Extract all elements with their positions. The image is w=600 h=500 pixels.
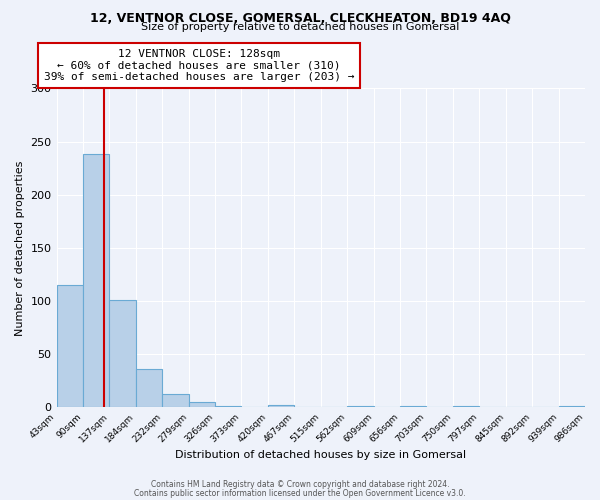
Bar: [163, 394, 189, 407]
Text: 12 VENTNOR CLOSE: 128sqm
← 60% of detached houses are smaller (310)
39% of semi-: 12 VENTNOR CLOSE: 128sqm ← 60% of detach…: [44, 49, 355, 82]
Y-axis label: Number of detached properties: Number of detached properties: [15, 160, 25, 336]
Text: Size of property relative to detached houses in Gomersal: Size of property relative to detached ho…: [141, 22, 459, 32]
Bar: [268, 406, 294, 407]
Text: Contains public sector information licensed under the Open Government Licence v3: Contains public sector information licen…: [134, 488, 466, 498]
Bar: [347, 406, 374, 408]
Bar: [453, 406, 479, 408]
Bar: [559, 406, 585, 408]
Bar: [136, 369, 163, 408]
Bar: [215, 406, 241, 408]
X-axis label: Distribution of detached houses by size in Gomersal: Distribution of detached houses by size …: [175, 450, 466, 460]
Bar: [109, 300, 136, 408]
Bar: [189, 402, 215, 407]
Text: Contains HM Land Registry data © Crown copyright and database right 2024.: Contains HM Land Registry data © Crown c…: [151, 480, 449, 489]
Bar: [83, 154, 109, 408]
Text: 12, VENTNOR CLOSE, GOMERSAL, CLECKHEATON, BD19 4AQ: 12, VENTNOR CLOSE, GOMERSAL, CLECKHEATON…: [89, 12, 511, 26]
Bar: [56, 285, 83, 408]
Bar: [400, 406, 427, 408]
